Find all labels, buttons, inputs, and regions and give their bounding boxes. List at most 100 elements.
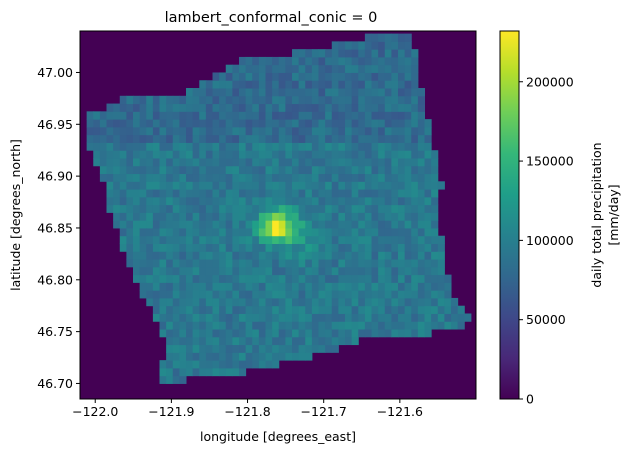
heatmap-cell bbox=[437, 181, 445, 190]
heatmap-cell bbox=[119, 189, 127, 198]
heatmap-cell bbox=[431, 181, 439, 190]
heatmap-cell bbox=[384, 196, 392, 206]
heatmap-cell bbox=[152, 173, 161, 182]
heatmap-cell bbox=[351, 95, 359, 105]
heatmap-cell bbox=[265, 103, 273, 112]
heatmap-cell bbox=[166, 95, 174, 105]
heatmap-cell bbox=[179, 360, 187, 369]
heatmap-cell bbox=[252, 88, 260, 97]
heatmap-cell bbox=[351, 150, 359, 159]
heatmap-cell bbox=[225, 119, 233, 128]
heatmap-cell bbox=[331, 189, 339, 198]
heatmap-cell bbox=[245, 119, 253, 128]
heatmap-cell bbox=[265, 297, 273, 307]
heatmap-cell bbox=[437, 297, 445, 307]
heatmap-cell bbox=[119, 157, 127, 167]
heatmap-cell bbox=[272, 88, 280, 97]
heatmap-cell bbox=[318, 181, 326, 190]
heatmap-cell bbox=[225, 266, 233, 276]
heatmap-cell bbox=[152, 196, 161, 206]
heatmap-cell bbox=[205, 235, 214, 244]
heatmap-cell bbox=[126, 235, 134, 244]
heatmap-cell bbox=[152, 157, 161, 167]
heatmap-cell bbox=[252, 95, 260, 105]
heatmap-cell bbox=[186, 212, 194, 221]
heatmap-cell bbox=[305, 212, 313, 221]
heatmap-cell bbox=[232, 157, 240, 167]
heatmap-cell bbox=[411, 49, 419, 58]
heatmap-cell bbox=[192, 321, 200, 330]
heatmap-cell bbox=[199, 111, 207, 120]
heatmap-cell bbox=[285, 165, 293, 175]
heatmap-cell bbox=[338, 227, 346, 237]
heatmap-cell bbox=[351, 297, 359, 307]
y-tick-label: 47.00 bbox=[37, 65, 73, 80]
heatmap-cell bbox=[199, 259, 207, 268]
heatmap-cell bbox=[305, 173, 313, 182]
heatmap-cell bbox=[192, 305, 200, 314]
heatmap-cell bbox=[219, 367, 227, 377]
heatmap-cell bbox=[212, 88, 220, 97]
heatmap-cell bbox=[345, 305, 353, 314]
heatmap-cell bbox=[371, 321, 379, 330]
heatmap-cell bbox=[186, 103, 194, 112]
heatmap-cell bbox=[298, 88, 306, 97]
heatmap-cell bbox=[437, 290, 445, 299]
heatmap-cell bbox=[378, 111, 386, 120]
heatmap-cell bbox=[139, 196, 147, 206]
heatmap-cell bbox=[192, 126, 200, 136]
heatmap-cell bbox=[219, 297, 227, 307]
heatmap-cell bbox=[265, 64, 273, 73]
heatmap-cell bbox=[358, 282, 366, 291]
heatmap-cell bbox=[371, 274, 379, 283]
heatmap-cell bbox=[99, 173, 108, 182]
heatmap-cell bbox=[391, 41, 399, 50]
heatmap-cell bbox=[113, 111, 121, 120]
heatmap-cell bbox=[417, 305, 426, 314]
heatmap-cell bbox=[404, 56, 412, 66]
heatmap-cell bbox=[351, 290, 359, 299]
heatmap-cell bbox=[292, 220, 300, 229]
heatmap-cell bbox=[305, 150, 313, 159]
heatmap-cell bbox=[139, 103, 147, 112]
heatmap-cell bbox=[186, 297, 194, 307]
heatmap-cell bbox=[411, 157, 419, 167]
heatmap-cell bbox=[278, 297, 286, 307]
heatmap-cell bbox=[404, 204, 412, 213]
heatmap-cell bbox=[331, 126, 339, 136]
heatmap-cell bbox=[391, 227, 399, 237]
heatmap-cell bbox=[139, 181, 147, 190]
heatmap-cell bbox=[272, 360, 280, 369]
heatmap-cell bbox=[239, 111, 247, 120]
heatmap-cell bbox=[398, 321, 406, 330]
heatmap-cell bbox=[431, 189, 439, 198]
heatmap-cell bbox=[378, 235, 386, 244]
heatmap-cell bbox=[152, 103, 161, 112]
heatmap-cell bbox=[219, 282, 227, 291]
heatmap-cell bbox=[166, 173, 174, 182]
heatmap-cell bbox=[338, 235, 346, 244]
heatmap-cell bbox=[371, 142, 379, 151]
heatmap-cell bbox=[404, 290, 412, 299]
heatmap-cell bbox=[232, 80, 240, 89]
heatmap-cell bbox=[106, 103, 114, 112]
colorbar-label-line1: daily total precipitation bbox=[589, 142, 604, 287]
heatmap-cell bbox=[338, 313, 346, 322]
heatmap-cell bbox=[199, 142, 207, 151]
heatmap-cell bbox=[378, 103, 386, 112]
heatmap-cell bbox=[239, 88, 247, 97]
heatmap-cell bbox=[292, 235, 300, 244]
heatmap-cell bbox=[305, 329, 313, 338]
heatmap-cell bbox=[146, 111, 154, 120]
heatmap-cell bbox=[205, 134, 214, 143]
heatmap-cell bbox=[252, 80, 260, 89]
heatmap-cell bbox=[364, 142, 373, 151]
heatmap-cell bbox=[311, 243, 320, 252]
heatmap-cell bbox=[212, 352, 220, 361]
heatmap-cell bbox=[252, 305, 260, 314]
heatmap-cell bbox=[325, 321, 333, 330]
heatmap-cell bbox=[318, 142, 326, 151]
heatmap-cell bbox=[311, 305, 320, 314]
heatmap-cell bbox=[272, 305, 280, 314]
heatmap-cell bbox=[99, 111, 108, 120]
